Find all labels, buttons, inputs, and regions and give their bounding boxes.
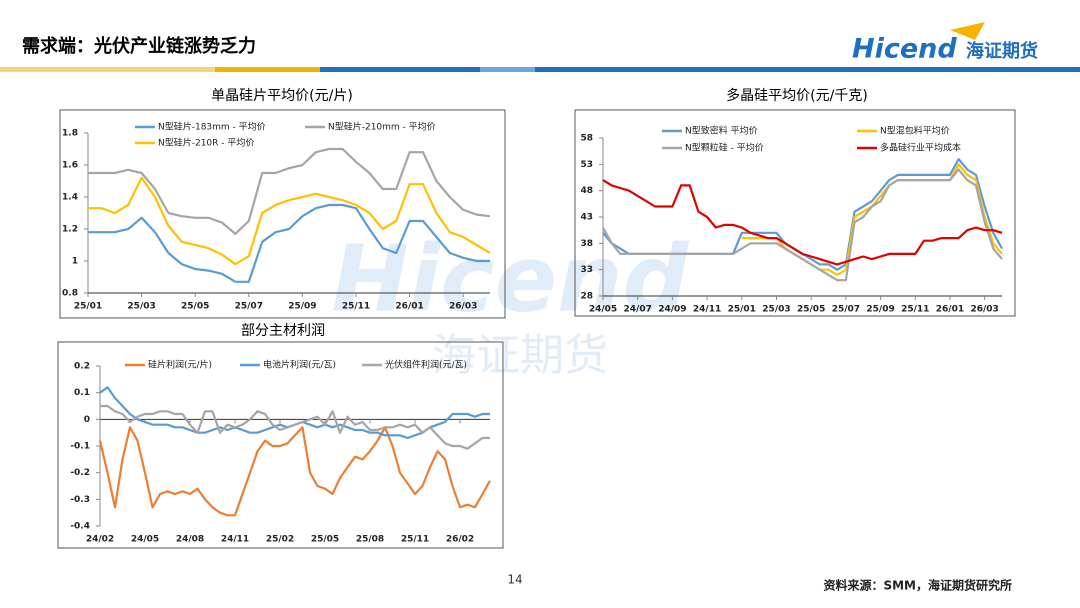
chart-title: 部分主材利润 [241, 323, 325, 339]
logo: Hicend [852, 34, 957, 65]
chart-title: 多晶硅平均价(元/千克) [726, 87, 868, 104]
x-tick-label: 24/05 [131, 535, 159, 545]
legend-label: 多晶硅行业平均成本 [880, 142, 961, 154]
series-line [88, 203, 490, 283]
header-bar [0, 67, 215, 72]
header-bar [535, 67, 1080, 72]
x-tick-label: 25/11 [342, 302, 370, 312]
y-tick-label: 0.2 [74, 362, 90, 372]
legend-label: N型混包料平均价 [880, 125, 950, 137]
legend-label: 电池片利润(元/瓦) [263, 359, 336, 371]
x-tick-label: 24/02 [86, 535, 114, 545]
y-tick-label: 1.4 [62, 193, 78, 203]
y-tick-label: 1 [72, 257, 78, 267]
x-tick-label: 24/05 [589, 305, 617, 315]
header-bar [320, 67, 480, 72]
x-tick-label: 25/03 [762, 305, 790, 315]
x-tick-label: 24/09 [658, 305, 686, 315]
x-tick-label: 25/01 [74, 302, 102, 312]
y-tick-label: 33 [580, 265, 593, 275]
header-bar [215, 67, 320, 72]
page-number: 14 [507, 573, 522, 587]
y-tick-label: 1.2 [62, 225, 78, 235]
x-tick-label: 25/02 [266, 535, 294, 545]
y-tick-label: 0.1 [74, 388, 90, 398]
y-tick-label: -0.1 [70, 442, 90, 452]
x-tick-label: 25/11 [901, 305, 929, 315]
series-line [602, 168, 1003, 282]
y-tick-label: -0.3 [70, 495, 90, 505]
x-tick-label: 25/11 [401, 535, 429, 545]
y-tick-label: 0.8 [62, 289, 78, 299]
y-tick-label: 1.8 [62, 129, 78, 139]
logo-cn: 海证期货 [966, 40, 1038, 62]
source: 资料来源：SMM，海证期货研究所 [823, 578, 1012, 593]
x-tick-label: 25/09 [866, 305, 894, 315]
x-tick-label: 25/07 [832, 305, 860, 315]
y-tick-label: -0.4 [70, 522, 90, 532]
x-tick-label: 24/07 [624, 305, 652, 315]
series-line [100, 404, 490, 450]
x-tick-label: 25/07 [235, 302, 263, 312]
logo-mark [950, 22, 985, 40]
y-tick-label: 48 [580, 186, 593, 196]
y-tick-label: 28 [580, 292, 593, 302]
y-tick-label: 53 [580, 160, 593, 170]
y-tick-label: 0 [84, 415, 90, 425]
x-tick-label: 26/02 [446, 535, 474, 545]
x-tick-label: 25/09 [288, 302, 316, 312]
slide-title: 需求端：光伏产业链涨势乏力 [22, 35, 256, 57]
x-tick-label: 25/05 [311, 535, 339, 545]
header-bar [480, 67, 535, 72]
x-tick-label: 24/08 [176, 535, 204, 545]
y-tick-label: 1.6 [62, 161, 78, 171]
y-tick-label: 58 [580, 134, 593, 144]
x-tick-label: 26/03 [449, 302, 477, 312]
y-tick-label: 38 [580, 239, 593, 249]
x-tick-label: 26/03 [970, 305, 998, 315]
x-tick-label: 26/01 [395, 302, 423, 312]
chart-frame [57, 341, 504, 549]
x-tick-label: 25/05 [797, 305, 825, 315]
x-tick-label: 24/11 [693, 305, 721, 315]
chart-title: 单晶硅片平均价(元/片) [211, 88, 353, 104]
x-tick-label: 25/01 [728, 305, 756, 315]
x-tick-label: 24/11 [221, 535, 249, 545]
watermark-en: Hicend [332, 225, 690, 332]
x-tick-label: 25/05 [181, 302, 209, 312]
series-line [88, 176, 491, 266]
legend-label: 硅片利润(元/片) [148, 359, 212, 371]
x-tick-label: 25/03 [127, 302, 155, 312]
legend-label: N型硅片-210R - 平均价 [158, 137, 254, 149]
series-line [602, 179, 1003, 266]
series-line [98, 426, 491, 517]
legend-label: N型硅片-183mm - 平均价 [158, 121, 266, 133]
y-tick-label: 43 [580, 213, 593, 223]
x-tick-label: 26/01 [936, 305, 964, 315]
series-line [88, 147, 491, 235]
chart-frame [574, 109, 1016, 317]
x-tick-label: 25/08 [356, 535, 384, 545]
legend-label: N型致密料 平均价 [685, 125, 758, 137]
y-tick-label: -0.2 [70, 468, 90, 478]
watermark-cn: 海证期货 [432, 330, 608, 381]
legend-label: N型颗粒硅 - 平均价 [685, 142, 764, 154]
legend-label: 光伏组件利润(元/瓦) [385, 359, 467, 371]
legend-label: N型硅片-210mm - 平均价 [328, 121, 436, 133]
chart-frame [59, 109, 506, 319]
